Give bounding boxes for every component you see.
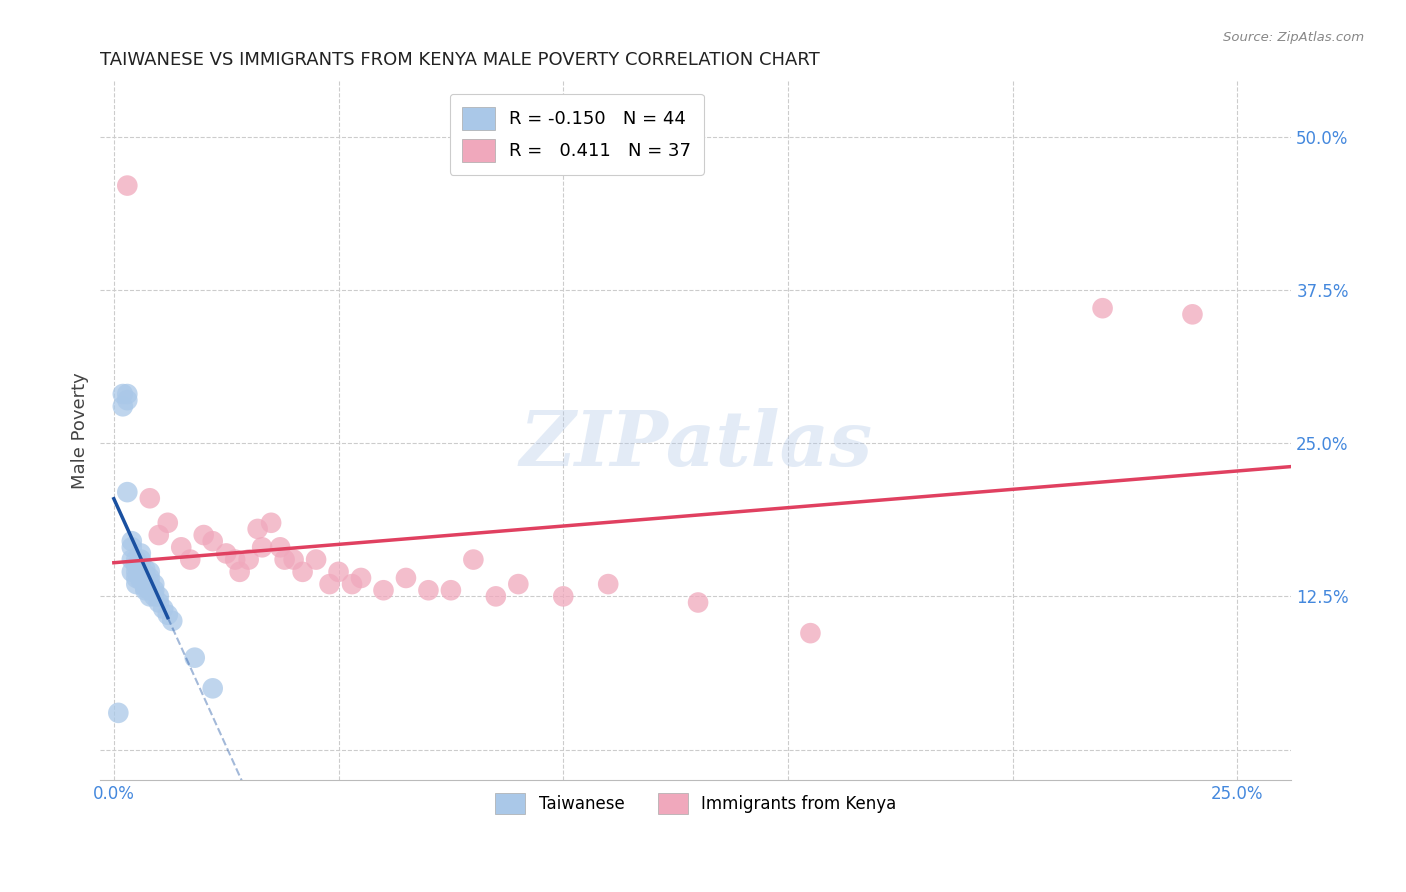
Point: [318, 577, 340, 591]
Legend: Taiwanese, Immigrants from Kenya: Taiwanese, Immigrants from Kenya: [485, 783, 907, 824]
Point: [117, 178, 139, 193]
Point: [156, 516, 179, 530]
Point: [463, 552, 485, 566]
Point: [125, 577, 148, 591]
Point: [129, 565, 152, 579]
Point: [121, 565, 143, 579]
Point: [148, 595, 170, 609]
Point: [799, 626, 821, 640]
Point: [139, 583, 162, 598]
Point: [117, 393, 139, 408]
Point: [143, 583, 166, 598]
Point: [250, 541, 273, 555]
Point: [139, 491, 162, 506]
Point: [238, 552, 260, 566]
Point: [553, 590, 575, 604]
Text: Source: ZipAtlas.com: Source: ZipAtlas.com: [1223, 31, 1364, 45]
Point: [129, 561, 152, 575]
Point: [148, 528, 170, 542]
Point: [129, 571, 152, 585]
Point: [305, 552, 328, 566]
Point: [129, 558, 152, 573]
Point: [117, 485, 139, 500]
Point: [260, 516, 283, 530]
Point: [179, 552, 201, 566]
Point: [134, 581, 156, 595]
Point: [139, 565, 162, 579]
Point: [201, 681, 224, 696]
Point: [193, 528, 215, 542]
Point: [291, 565, 314, 579]
Point: [183, 650, 205, 665]
Point: [201, 534, 224, 549]
Point: [121, 552, 143, 566]
Point: [121, 534, 143, 549]
Point: [508, 577, 530, 591]
Point: [129, 567, 152, 582]
Point: [134, 583, 156, 598]
Point: [350, 571, 373, 585]
Point: [373, 583, 395, 598]
Point: [125, 558, 148, 573]
Point: [125, 571, 148, 585]
Point: [228, 565, 250, 579]
Point: [283, 552, 305, 566]
Point: [215, 546, 238, 560]
Point: [418, 583, 440, 598]
Point: [1091, 301, 1114, 316]
Point: [129, 552, 152, 566]
Point: [121, 541, 143, 555]
Point: [117, 387, 139, 401]
Point: [395, 571, 418, 585]
Point: [143, 577, 166, 591]
Point: [111, 399, 134, 413]
Point: [688, 595, 710, 609]
Point: [111, 387, 134, 401]
Text: ZIPatlas: ZIPatlas: [519, 408, 872, 482]
Point: [129, 546, 152, 560]
Point: [224, 552, 246, 566]
Point: [328, 565, 350, 579]
Point: [148, 590, 170, 604]
Point: [156, 607, 179, 622]
Point: [273, 552, 295, 566]
Point: [1181, 307, 1204, 321]
Point: [139, 577, 162, 591]
Point: [125, 565, 148, 579]
Point: [162, 614, 184, 628]
Point: [134, 567, 156, 582]
Point: [269, 541, 291, 555]
Text: TAIWANESE VS IMMIGRANTS FROM KENYA MALE POVERTY CORRELATION CHART: TAIWANESE VS IMMIGRANTS FROM KENYA MALE …: [100, 51, 820, 69]
Point: [134, 577, 156, 591]
Point: [170, 541, 193, 555]
Point: [440, 583, 463, 598]
Point: [139, 571, 162, 585]
Y-axis label: Male Poverty: Male Poverty: [72, 373, 89, 489]
Point: [134, 562, 156, 576]
Point: [246, 522, 269, 536]
Point: [139, 590, 162, 604]
Point: [143, 590, 166, 604]
Point: [340, 577, 363, 591]
Point: [598, 577, 620, 591]
Point: [107, 706, 129, 720]
Point: [125, 552, 148, 566]
Point: [129, 574, 152, 588]
Point: [134, 571, 156, 585]
Point: [152, 601, 174, 615]
Point: [485, 590, 508, 604]
